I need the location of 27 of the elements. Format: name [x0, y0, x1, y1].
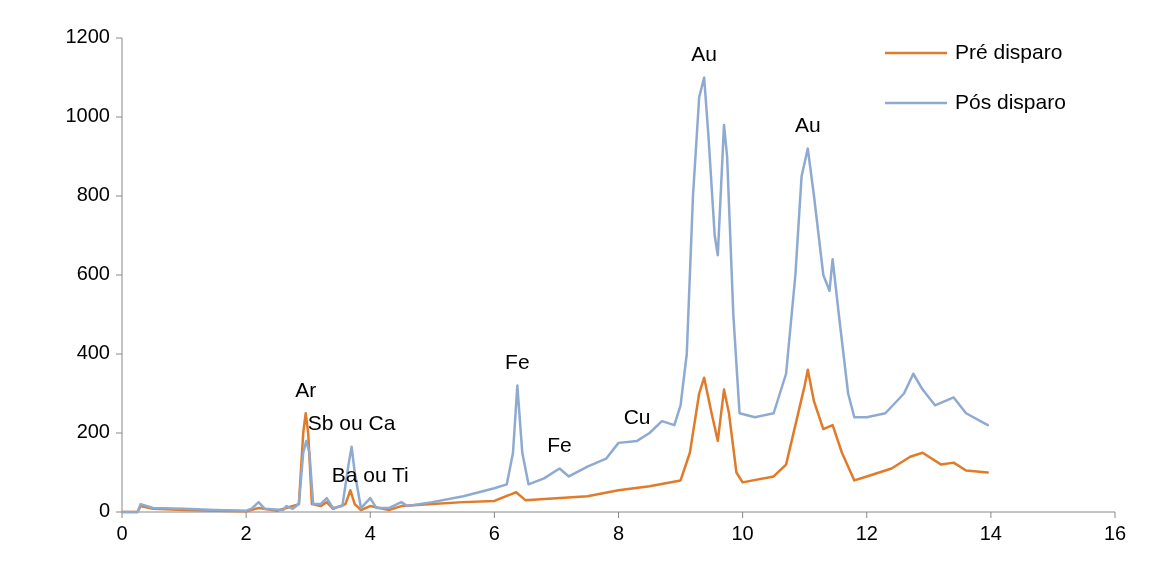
- annotation: Ar: [295, 377, 317, 401]
- y-tick-label: 0: [98, 499, 110, 522]
- annotation: Fe: [505, 350, 530, 374]
- annotation: Sb ou Ca: [307, 411, 396, 435]
- x-tick-label: 2: [240, 522, 252, 544]
- legend-label: Pré disparo: [955, 39, 1063, 63]
- line-series: [120, 76, 990, 514]
- y-tick-label: 1200: [65, 25, 110, 48]
- annotation: Fe: [547, 433, 572, 457]
- x-tick-label: 16: [1103, 522, 1127, 544]
- annotation: Ba ou Ti: [331, 462, 409, 486]
- y-tick-label: 400: [76, 341, 110, 364]
- annotation: Cu: [623, 405, 651, 429]
- y-tick-label: 200: [76, 420, 110, 443]
- y-tick-label: 1000: [65, 104, 110, 127]
- annotation: Au: [691, 42, 717, 66]
- legend-label: Pós disparo: [955, 89, 1066, 113]
- x-tick-label: 0: [116, 522, 128, 544]
- x-tick-label: 12: [855, 522, 878, 544]
- annotation: Au: [794, 113, 821, 137]
- x-tick-label: 10: [731, 522, 754, 544]
- x-tick-label: 6: [488, 522, 500, 544]
- y-tick-label: 600: [76, 262, 110, 285]
- y-tick-label: 800: [76, 183, 110, 206]
- x-tick-label: 4: [364, 522, 376, 544]
- x-tick-label: 14: [979, 522, 1002, 544]
- x-tick-label: 8: [612, 522, 625, 544]
